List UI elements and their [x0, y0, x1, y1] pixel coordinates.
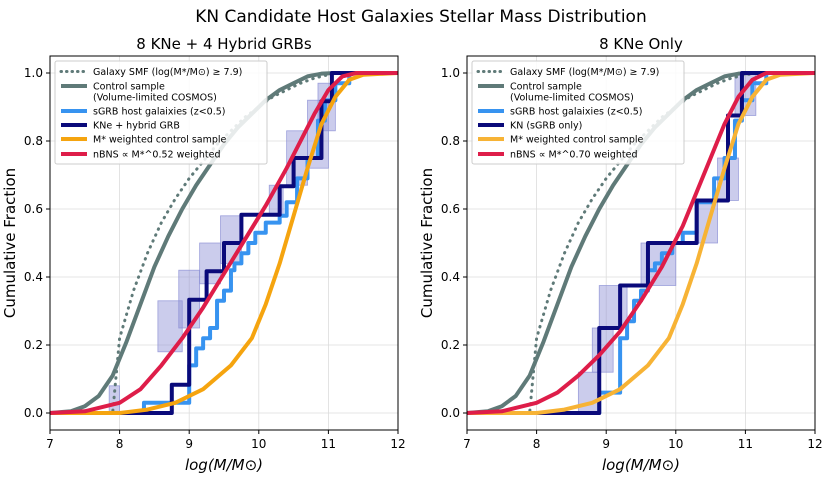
y-tick-label: 1.0 [24, 66, 43, 80]
y-tick-label: 0.0 [441, 406, 460, 420]
legend-label: sGRB host galaixies (z<0.5) [93, 107, 225, 118]
series-line-5 [50, 71, 398, 415]
y-axis-label: Cumulative Fraction [418, 168, 436, 318]
panel-title: 8 KNe Only [599, 35, 683, 53]
legend-label: Galaxy SMF (log(M*/M⊙) ≥ 7.9) [93, 67, 242, 78]
legend: Galaxy SMF (log(M*/M⊙) ≥ 7.9) Control sam… [54, 60, 268, 165]
x-tick-label: 9 [185, 437, 193, 451]
axes-frame [49, 55, 399, 431]
y-tick-label: 0.2 [24, 338, 43, 352]
left-panel: 7 8 9 10 11 12 0.0 0.2 0.4 0.6 0.8 1.0 8 KNe + 4 Hyb… [1, 35, 406, 474]
legend-label: M* weighted control sample [93, 135, 227, 146]
y-tick-label: 0.2 [441, 338, 460, 352]
legend-box [471, 60, 685, 165]
legend: Galaxy SMF (log(M*/M⊙) ≥ 7.9) Control sam… [471, 60, 685, 165]
x-tick-label: 9 [602, 437, 610, 451]
x-tick-label: 11 [321, 437, 336, 451]
series-line-4 [467, 71, 815, 415]
series-line-0 [467, 71, 815, 415]
legend-label: KNe + hybrid GRB [93, 121, 180, 132]
x-tick-label: 10 [251, 437, 266, 451]
band-box [199, 242, 221, 285]
plot-content [50, 71, 398, 415]
legend-label: M* weighted control sample [510, 135, 644, 146]
series-line-4 [50, 71, 398, 415]
series-line-3 [50, 71, 398, 415]
x-tick-label: 12 [807, 437, 822, 451]
x-axis-label: log(M/M⊙) [185, 456, 263, 474]
legend-label: sGRB host galaixies (z<0.5) [510, 107, 642, 118]
x-tick-label: 12 [390, 437, 405, 451]
y-tick-label: 0.0 [24, 406, 43, 420]
x-tick-label: 10 [668, 437, 683, 451]
y-tick-label: 0.4 [24, 270, 43, 284]
y-tick-label: 0.6 [24, 202, 43, 216]
legend-label: Control sample (Volume-limited COSMOS) [510, 82, 634, 104]
legend-label: nBNS ∝ M*^0.52 weighted [93, 150, 221, 161]
y-tick-label: 1.0 [441, 66, 460, 80]
series-line-1 [50, 71, 398, 415]
legend-label: Galaxy SMF (log(M*/M⊙) ≥ 7.9) [510, 67, 659, 78]
legend-label: Control sample (Volume-limited COSMOS) [93, 82, 217, 104]
plot-content [467, 71, 815, 415]
series-line-1 [467, 71, 815, 415]
legend-box [54, 60, 268, 165]
series-line-5 [467, 71, 815, 415]
y-tick-label: 0.4 [441, 270, 460, 284]
x-axis-label: log(M/M⊙) [602, 456, 680, 474]
y-axis-label: Cumulative Fraction [1, 168, 19, 318]
series-line-0 [50, 71, 398, 415]
y-tick-label: 0.8 [441, 134, 460, 148]
x-tick-label: 7 [46, 437, 54, 451]
figure-title: KN Candidate Host Galaxies Stellar Mass … [195, 7, 646, 27]
panel-title: 8 KNe + 4 Hybrid GRBs [136, 35, 312, 53]
legend-label: KN (sGRB only) [510, 121, 582, 132]
x-tick-label: 11 [738, 437, 753, 451]
x-tick-label: 8 [533, 437, 541, 451]
axes-frame [466, 55, 816, 431]
x-tick-label: 8 [116, 437, 124, 451]
right-panel: 7 8 9 10 11 12 0.0 0.2 0.4 0.6 0.8 1.0 8 KNe Only log… [418, 35, 823, 474]
y-tick-label: 0.6 [441, 202, 460, 216]
legend-label: nBNS ∝ M*^0.70 weighted [510, 150, 638, 161]
x-tick-label: 7 [463, 437, 471, 451]
y-tick-label: 0.8 [24, 134, 43, 148]
band-box [598, 285, 628, 329]
